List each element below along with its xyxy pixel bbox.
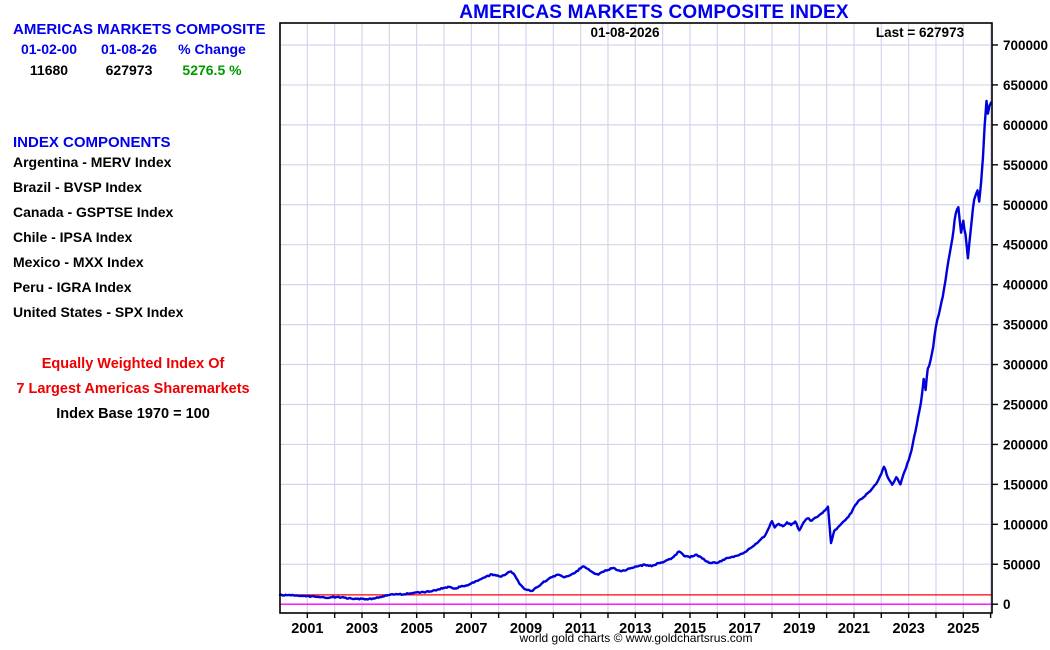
x-axis-label: 2025: [947, 621, 979, 637]
x-axis-label: 2015: [674, 621, 706, 637]
y-axis-label: 500000: [1003, 198, 1048, 213]
x-axis-label: 2023: [893, 621, 925, 637]
x-axis-label: 2013: [619, 621, 651, 637]
change-label: % Change: [178, 41, 246, 57]
y-axis-label: 700000: [1003, 38, 1048, 53]
note-index-base: Index Base 1970 = 100: [56, 406, 210, 422]
y-axis-label: 100000: [1003, 517, 1048, 532]
index-notes: Equally Weighted Index Of 7 Largest Amer…: [2, 352, 264, 427]
y-axis-label: 400000: [1003, 278, 1048, 293]
y-axis-label: 250000: [1003, 397, 1048, 412]
note-equally-weighted: Equally Weighted Index Of: [41, 356, 225, 372]
chart-title: AMERICAS MARKETS COMPOSITE INDEX: [459, 2, 849, 23]
stats-table: 01-02-00 01-08-26 % Change 11680 627973 …: [8, 39, 256, 81]
change-value: 5276.5 %: [182, 62, 242, 78]
start-value: 11680: [29, 62, 69, 78]
components-heading: INDEX COMPONENTS: [13, 134, 171, 151]
x-axis-label: 2019: [783, 621, 815, 637]
x-axis-label: 2005: [401, 621, 433, 637]
component-canada: Canada - GSPTSE Index: [13, 204, 174, 220]
x-axis-label: 2001: [291, 621, 323, 637]
end-value: 627973: [105, 62, 153, 78]
chart-date-annotation: 01-08-2026: [590, 25, 660, 40]
y-axis-label: 50000: [1003, 557, 1041, 572]
x-axis-label: 2017: [729, 621, 761, 637]
y-axis-label: 650000: [1003, 78, 1048, 93]
components-list: Argentina - MERV Index Brazil - BVSP Ind…: [13, 150, 183, 325]
x-axis-label: 2003: [346, 621, 378, 637]
y-axis-label: 150000: [1003, 477, 1048, 492]
start-date: 01-02-00: [20, 41, 78, 57]
component-united-states: United States - SPX Index: [13, 304, 184, 320]
component-peru: Peru - IGRA Index: [13, 279, 132, 295]
y-axis-label: 200000: [1003, 437, 1048, 452]
y-axis-label: 300000: [1003, 358, 1048, 373]
y-axis-label: 350000: [1003, 318, 1048, 333]
chart-last-value-annotation: Last = 627973: [875, 25, 965, 40]
copyright-caption: world gold charts © www.goldchartsrus.co…: [519, 631, 753, 645]
x-axis-label: 2007: [455, 621, 487, 637]
index-price-line: [278, 99, 993, 601]
y-axis-label: 600000: [1003, 118, 1048, 133]
x-axis-label: 2011: [565, 621, 596, 637]
component-brazil: Brazil - BVSP Index: [13, 179, 142, 195]
panel-title: AMERICAS MARKETS COMPOSITE: [13, 21, 266, 38]
x-axis-label: 2009: [510, 621, 542, 637]
x-axis-label: 2021: [838, 621, 870, 637]
y-axis-label: 450000: [1003, 238, 1048, 253]
component-chile: Chile - IPSA Index: [13, 229, 133, 245]
y-axis-label: 550000: [1003, 158, 1048, 173]
y-axis-label: 0: [1003, 597, 1011, 612]
end-date: 01-08-26: [100, 41, 158, 57]
component-mexico: Mexico - MXX Index: [13, 254, 144, 270]
note-seven-largest: 7 Largest Americas Sharemarkets: [16, 381, 250, 397]
component-argentina: Argentina - MERV Index: [13, 154, 172, 170]
